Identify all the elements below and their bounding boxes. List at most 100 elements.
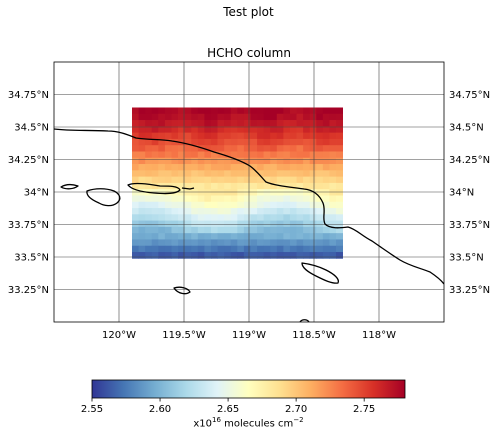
grid-cell: [145, 164, 153, 171]
grid-cell: [217, 107, 225, 115]
grid-cell: [197, 220, 205, 228]
grid-cell: [270, 201, 278, 209]
grid-cell: [283, 157, 291, 165]
grid-cell: [243, 126, 251, 134]
grid-cell: [151, 120, 159, 127]
grid-cell: [171, 170, 179, 178]
grid-cell: [316, 145, 324, 152]
grid-cell: [303, 233, 311, 240]
grid-cell: [178, 120, 186, 127]
grid-cell: [151, 195, 159, 203]
santa-cruz-island: [127, 182, 181, 195]
grid-cell: [243, 226, 251, 234]
grid-cell: [151, 138, 159, 146]
grid-cell: [197, 252, 205, 259]
grid-cell: [322, 113, 330, 121]
grid-cell: [132, 189, 139, 196]
grid-cell: [158, 201, 166, 209]
grid-cell: [296, 208, 304, 215]
grid-cell: [263, 182, 271, 190]
grid-cell: [171, 132, 179, 140]
grid-cell: [257, 132, 265, 140]
grid-cell: [184, 113, 192, 121]
grid-cell: [336, 164, 343, 171]
grid-cell: [171, 120, 179, 127]
grid-cell: [217, 145, 225, 152]
grid-cell: [289, 245, 297, 253]
grid-cell: [270, 126, 278, 134]
grid-cell: [171, 245, 179, 253]
grid-cell: [191, 151, 199, 159]
grid-cell: [230, 182, 238, 190]
latitude-label-left: 34.5°N: [14, 123, 49, 134]
grid-cell: [296, 245, 304, 253]
grid-cell: [283, 239, 291, 247]
latitude-label-right: 33.25°N: [449, 285, 490, 296]
grid-cell: [276, 176, 284, 184]
grid-cell: [329, 132, 337, 140]
grid-cell: [178, 157, 186, 165]
grid-cell: [289, 120, 297, 127]
grid-cell: [329, 233, 337, 240]
grid-cell: [145, 214, 153, 221]
grid-cell: [243, 195, 251, 203]
grid-cell: [243, 107, 251, 115]
grid-cell: [184, 220, 192, 228]
grid-cell: [250, 214, 258, 221]
grid-cell: [276, 239, 284, 247]
grid-cell: [224, 189, 232, 196]
grid-cell: [217, 195, 225, 203]
grid-cell: [250, 252, 258, 259]
grid-cell: [263, 113, 271, 121]
grid-cell: [257, 245, 265, 253]
grid-cell: [329, 107, 337, 115]
grid-cell: [257, 182, 265, 190]
grid-cell: [224, 208, 232, 215]
grid-cell: [283, 126, 291, 134]
grid-cell: [138, 145, 146, 152]
grid-cell: [184, 138, 192, 146]
grid-cell: [217, 132, 225, 140]
grid-cell: [237, 201, 245, 209]
grid-cell: [204, 126, 212, 134]
grid-cell: [270, 245, 278, 253]
hcho-column-grid: [132, 107, 343, 259]
grid-cell: [158, 176, 166, 184]
grid-cell: [138, 170, 146, 178]
grid-cell: [191, 220, 199, 228]
grid-cell: [336, 157, 343, 165]
grid-cell: [164, 239, 172, 247]
grid-cell: [303, 120, 311, 127]
grid-cell: [296, 176, 304, 184]
grid-cell: [158, 245, 166, 253]
grid-cell: [322, 120, 330, 127]
grid-cell: [132, 176, 139, 184]
grid-cell: [197, 226, 205, 234]
grid-cell: [263, 157, 271, 165]
grid-cell: [145, 176, 153, 184]
grid-cell: [250, 164, 258, 171]
grid-cell: [276, 126, 284, 134]
grid-cell: [210, 233, 218, 240]
grid-cell: [132, 138, 139, 146]
grid-cell: [158, 151, 166, 159]
grid-cell: [171, 126, 179, 134]
grid-cell: [210, 164, 218, 171]
grid-cell: [171, 208, 179, 215]
grid-cell: [145, 107, 153, 115]
grid-cell: [204, 107, 212, 115]
grid-cell: [263, 151, 271, 159]
grid-cell: [316, 252, 324, 259]
grid-cell: [178, 226, 186, 234]
grid-cell: [151, 233, 159, 240]
grid-cell: [316, 132, 324, 140]
grid-cell: [336, 132, 343, 140]
grid-cell: [184, 157, 192, 165]
anacapa-island: [181, 187, 195, 190]
grid-cell: [158, 226, 166, 234]
grid-cell: [138, 120, 146, 127]
grid-cell: [270, 252, 278, 259]
grid-cell: [138, 126, 146, 134]
grid-cell: [197, 120, 205, 127]
grid-cell: [329, 220, 337, 228]
